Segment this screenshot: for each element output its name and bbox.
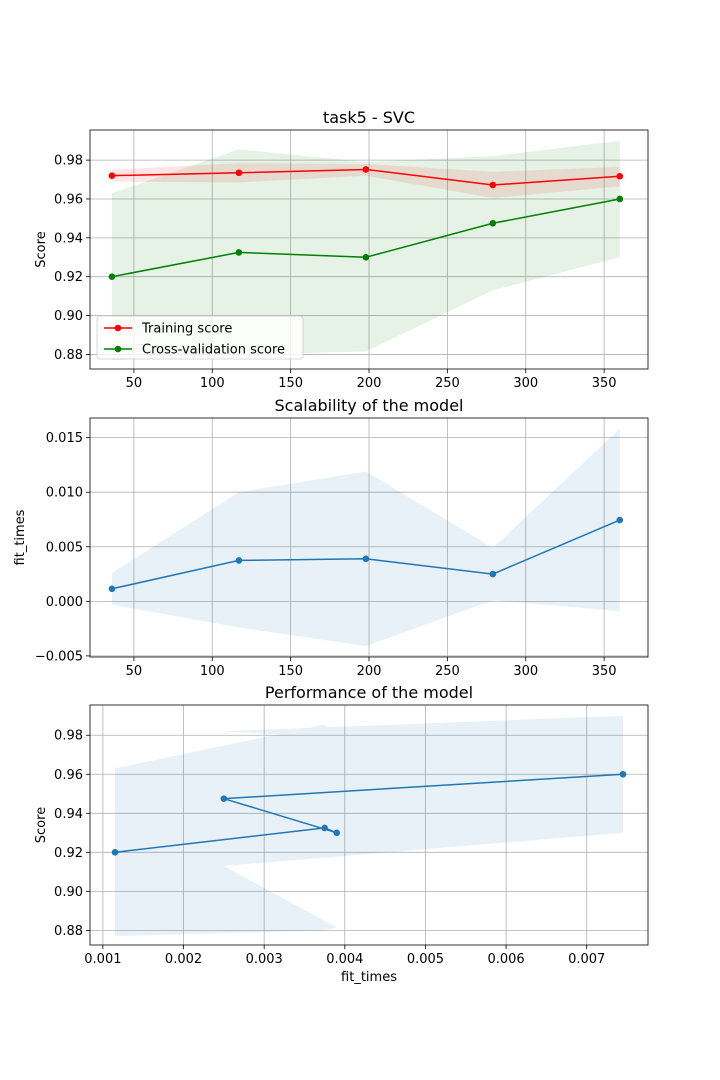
x-tick-label: 50 xyxy=(126,376,143,391)
x-tick-label: 50 xyxy=(126,664,143,679)
x-tick-label: 0.004 xyxy=(326,952,363,967)
legend-label: Training score xyxy=(141,322,232,337)
point-series-2 xyxy=(362,253,370,261)
chart-title: Performance of the model xyxy=(265,683,473,702)
axes-frame xyxy=(89,704,649,946)
x-tick-label: 150 xyxy=(278,664,303,679)
point-series-1 xyxy=(235,557,243,564)
chart-3: 0.001 0.002 0.003 0.004 0.005 0.006 0.007 0.88 0… xyxy=(34,683,649,985)
y-tick-label: 0.94 xyxy=(54,231,83,246)
y-tick-label: 0.96 xyxy=(54,768,83,783)
y-tick-label: −0.005 xyxy=(35,649,83,664)
x-tick-label: 250 xyxy=(435,664,460,679)
y-tick-label: 0.88 xyxy=(54,348,83,363)
x-tick-label: 250 xyxy=(435,376,460,391)
point-series-2 xyxy=(616,195,624,203)
y-tick-label: 0.94 xyxy=(54,807,83,822)
band-series-1 xyxy=(115,715,623,937)
y-tick-label: 0.92 xyxy=(54,270,83,285)
y-tick-label: 0.92 xyxy=(54,846,83,861)
y-axis-label: Score xyxy=(34,231,49,267)
x-tick-label: 350 xyxy=(592,664,617,679)
y-tick-label: 0.015 xyxy=(46,431,83,446)
chart-title: task5 - SVC xyxy=(323,108,415,127)
x-tick-label: 350 xyxy=(592,376,617,391)
x-tick-label: 200 xyxy=(357,376,382,391)
legend-box xyxy=(96,315,304,360)
point-series-1 xyxy=(111,849,119,856)
x-tick-label: 200 xyxy=(357,664,382,679)
band-series-1 xyxy=(111,428,620,647)
legend-label: Cross-validation score xyxy=(142,343,285,358)
x-tick-label: 0.003 xyxy=(246,952,283,967)
point-series-2 xyxy=(108,273,116,281)
point-series-1 xyxy=(489,181,497,189)
legend-marker xyxy=(114,324,122,332)
plot-area xyxy=(108,428,624,647)
chart-title: Scalability of the model xyxy=(275,396,464,415)
point-series-1 xyxy=(619,770,627,778)
x-tick-label: 300 xyxy=(513,376,538,391)
band-series-2 xyxy=(111,140,620,361)
plot-area xyxy=(111,715,627,937)
y-tick-label: 0.90 xyxy=(54,309,83,324)
point-series-1 xyxy=(616,516,624,524)
point-series-2 xyxy=(489,219,497,227)
point-series-1 xyxy=(321,824,328,832)
point-series-1 xyxy=(362,166,370,173)
legend: Training score Cross-validation score xyxy=(96,315,304,360)
y-axis-label: fit_times xyxy=(13,509,28,565)
x-tick-label: 100 xyxy=(200,376,225,391)
point-series-1 xyxy=(333,829,341,837)
x-tick-label: 300 xyxy=(513,664,538,679)
x-axis-label: fit_times xyxy=(341,970,397,985)
x-tick-label: 0.005 xyxy=(407,952,444,967)
grid xyxy=(90,705,648,945)
x-tick-label: 0.002 xyxy=(165,952,202,967)
point-series-1 xyxy=(489,570,497,578)
chart-1: 50 100 150 200 250 300 350 0.88 0.90 0.92 0.94 0.96… xyxy=(34,108,649,391)
y-tick-label: 0.000 xyxy=(46,595,83,610)
y-tick-label: 0.96 xyxy=(54,192,83,207)
point-series-1 xyxy=(235,169,243,177)
y-tick-label: 0.88 xyxy=(54,924,83,939)
point-series-1 xyxy=(616,172,624,180)
x-tick-label: 100 xyxy=(200,664,225,679)
x-tick-label: 0.001 xyxy=(84,952,121,967)
grid xyxy=(90,418,648,657)
plot-area xyxy=(108,140,624,361)
point-series-1 xyxy=(362,555,370,563)
point-series-1 xyxy=(220,795,228,802)
y-axis-label: Score xyxy=(34,807,49,843)
y-tick-label: 0.010 xyxy=(46,486,83,501)
x-tick-label: 150 xyxy=(278,376,303,391)
x-tick-label: 0.007 xyxy=(568,952,605,967)
y-tick-label: 0.90 xyxy=(54,885,83,900)
point-series-1 xyxy=(108,172,116,179)
legend-marker xyxy=(114,345,122,353)
chart-2: 50 100 150 200 250 300 350 −0.005 0.000 0.005 0.01… xyxy=(13,396,649,679)
y-tick-label: 0.98 xyxy=(54,154,83,169)
y-tick-label: 0.98 xyxy=(54,729,83,744)
x-tick-label: 0.006 xyxy=(487,952,524,967)
point-series-2 xyxy=(235,249,243,256)
y-tick-label: 0.005 xyxy=(46,540,83,555)
point-series-1 xyxy=(108,585,116,593)
